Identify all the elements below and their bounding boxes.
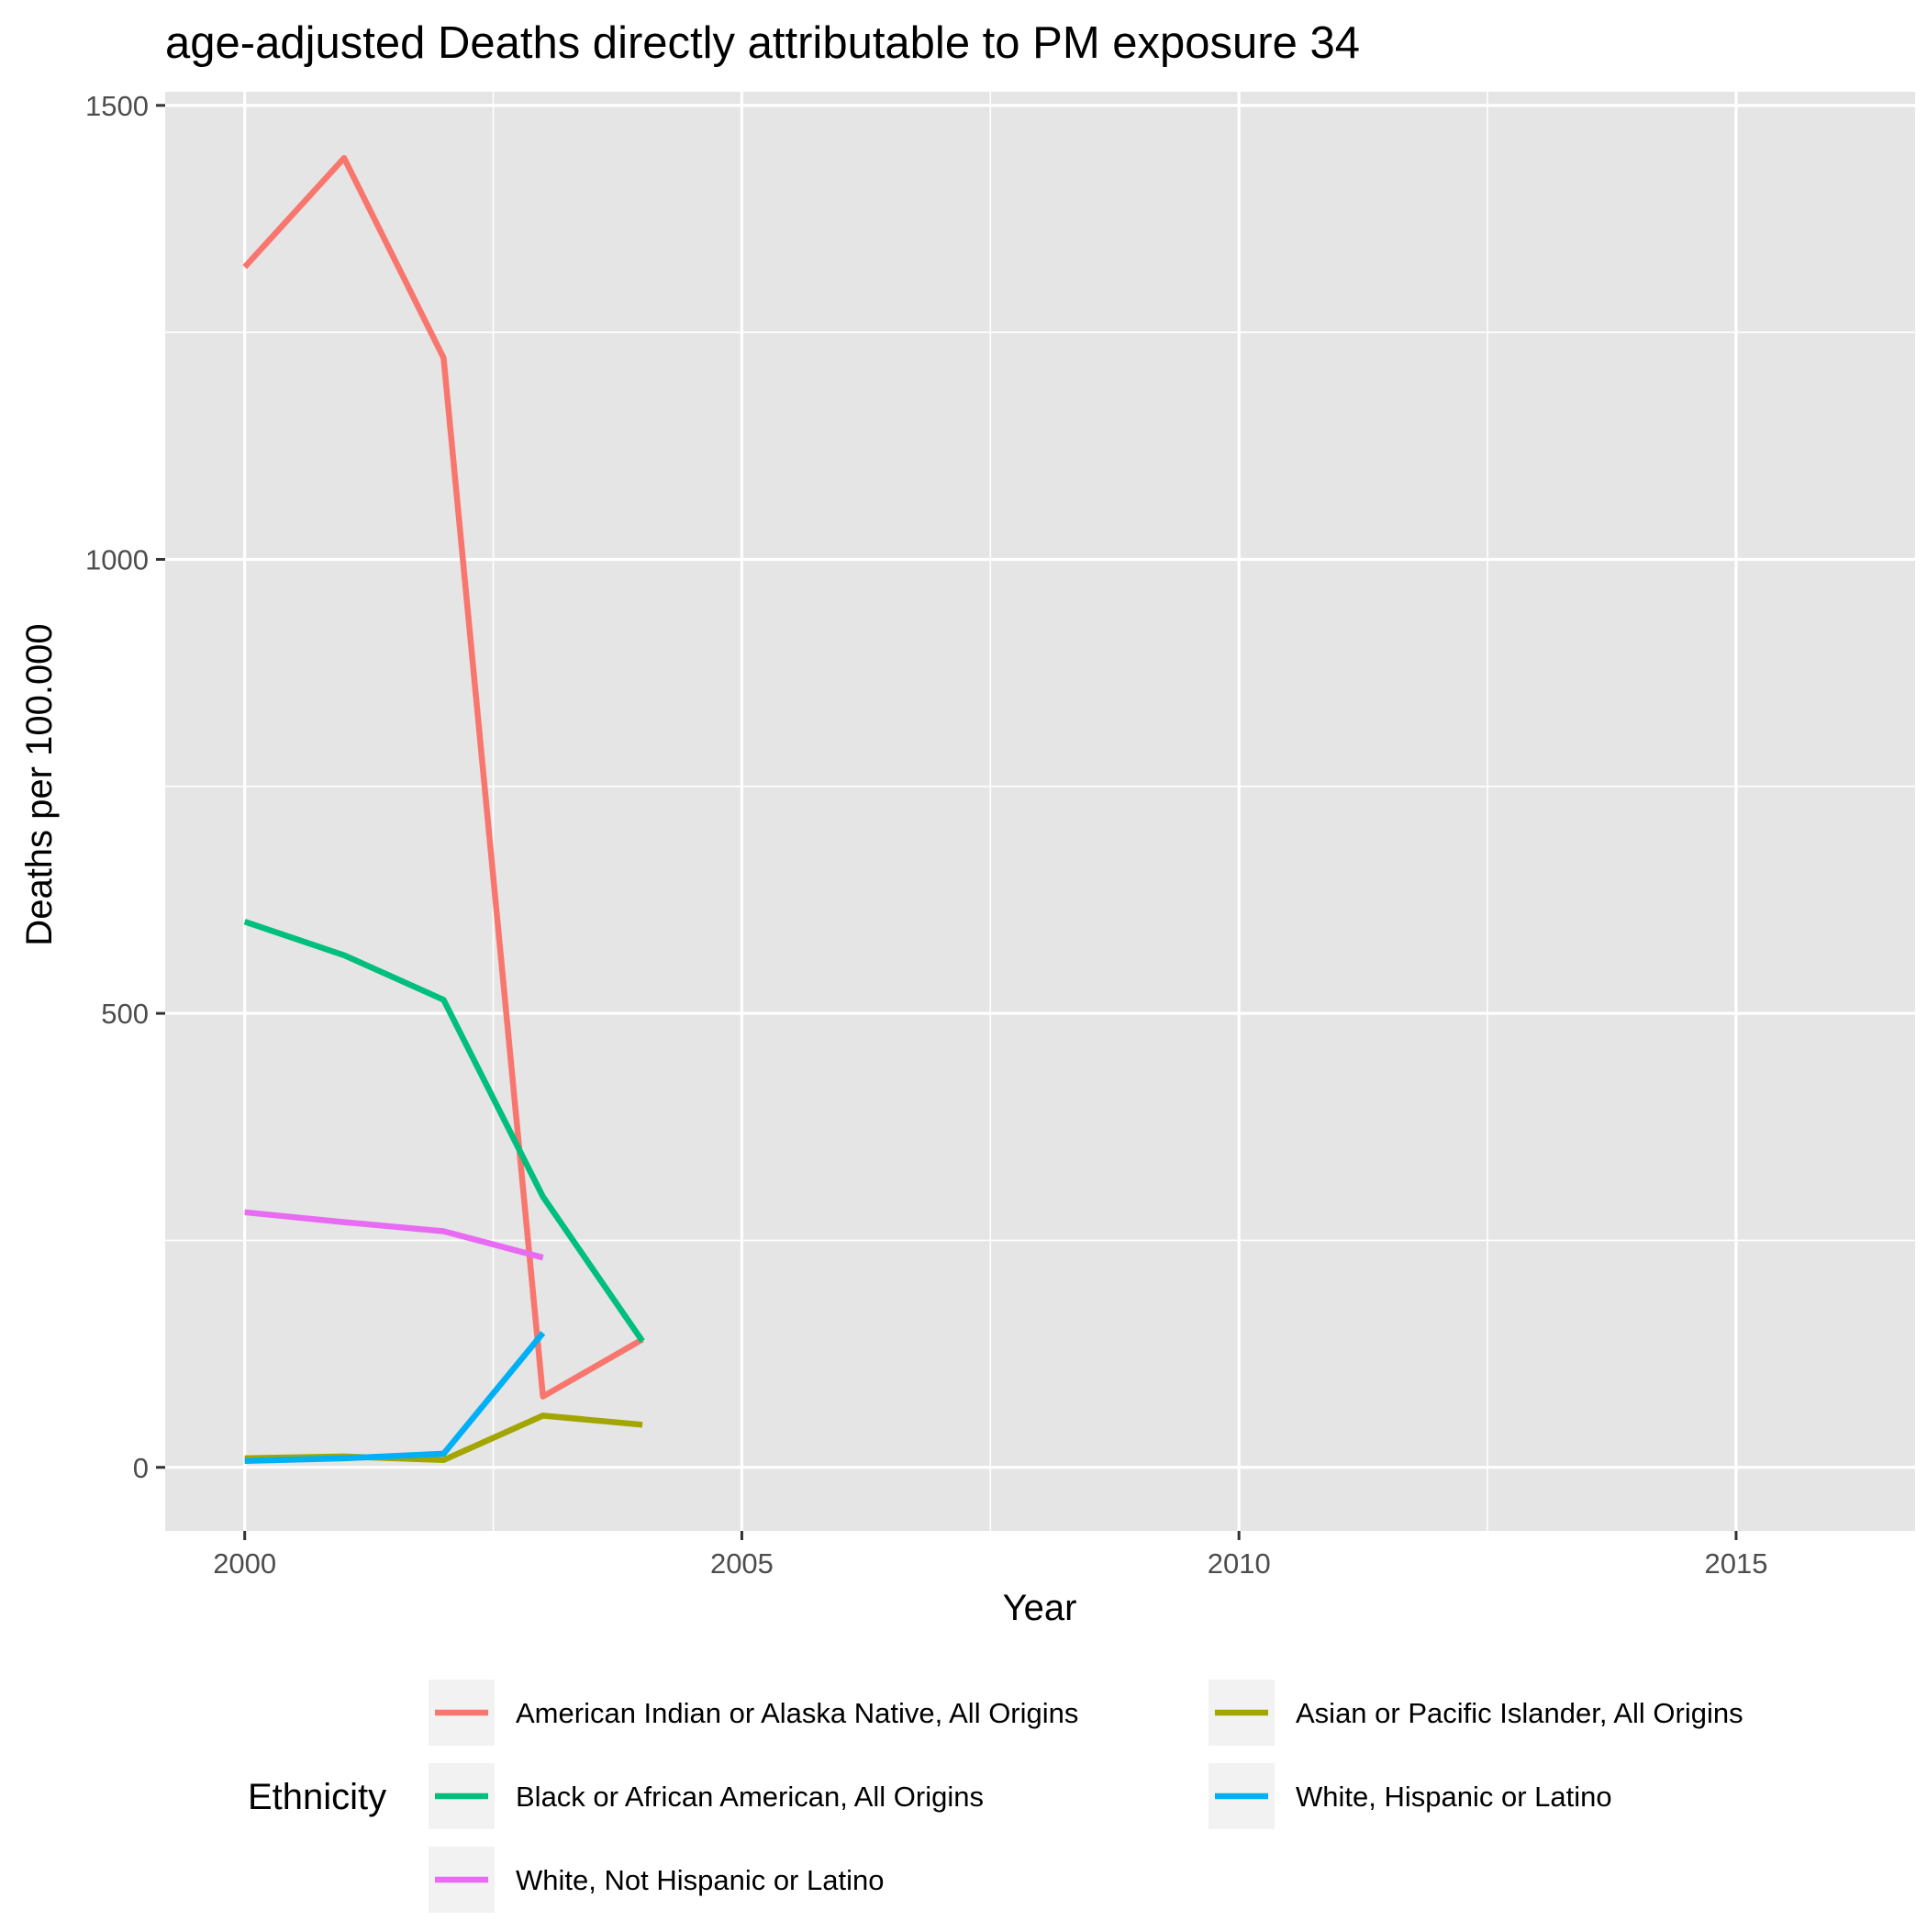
legend-title: Ethnicity: [248, 1777, 386, 1817]
series-line: [244, 1209, 544, 1261]
x-tick-label: 2000: [213, 1547, 276, 1580]
x-tick-label: 2005: [710, 1547, 774, 1580]
series-line: [244, 1331, 546, 1465]
series-line: [242, 154, 644, 1400]
legend-label: White, Hispanic or Latino: [1296, 1781, 1612, 1813]
y-tick-label: 1000: [85, 543, 149, 575]
series-line: [243, 919, 645, 1344]
legend-label: White, Not Hispanic or Latino: [516, 1864, 884, 1896]
x-axis-title: Year: [1003, 1588, 1077, 1628]
y-tick-label: 0: [133, 1452, 149, 1484]
y-tick-label: 500: [101, 998, 149, 1030]
x-tick-label: 2010: [1208, 1547, 1271, 1580]
x-tick-label: 2015: [1704, 1547, 1767, 1580]
legend-label: Black or African American, All Origins: [516, 1781, 984, 1813]
legend: Ethnicity American Indian or Alaska Nati…: [248, 1680, 1743, 1913]
legend-label: Asian or Pacific Islander, All Origins: [1296, 1697, 1743, 1729]
y-axis-title: Deaths per 100.000: [19, 623, 60, 945]
plot-area: 2000 2005 2010 2015 0 500 1000 1500: [85, 90, 1915, 1580]
chart-title: age-adjusted Deaths directly attributabl…: [165, 18, 1360, 68]
legend-label: American Indian or Alaska Native, All Or…: [516, 1697, 1078, 1729]
y-tick-label: 1500: [85, 90, 149, 122]
plot-panel: [165, 92, 1915, 1531]
